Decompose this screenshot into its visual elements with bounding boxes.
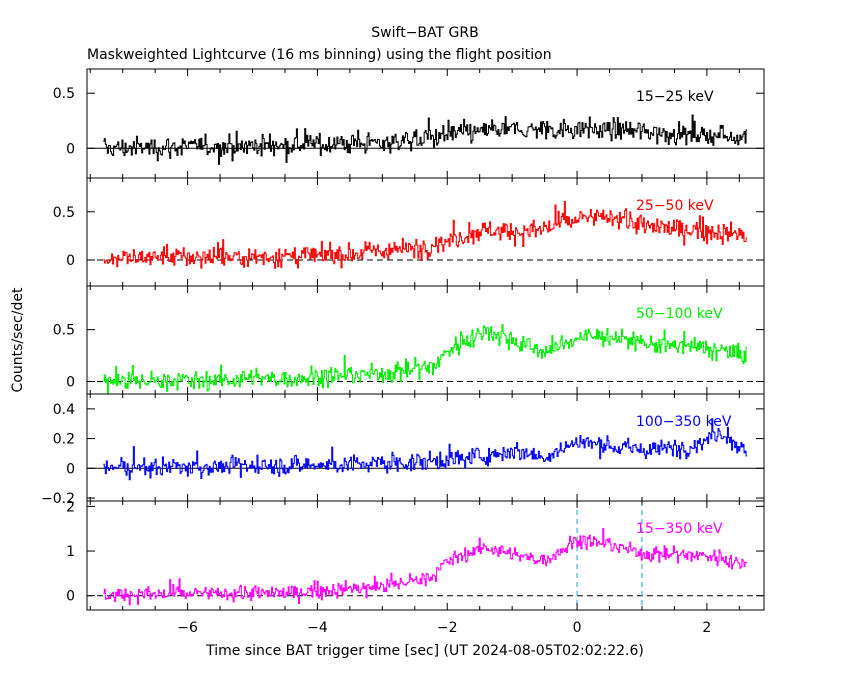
x-tick-label: 2 [702,620,711,636]
y-tick-label: 2 [66,499,75,515]
x-tick-label: −4 [307,620,328,636]
chart-subtitle: Maskweighted Lightcurve (16 ms binning) … [87,47,552,63]
y-tick-label: 0 [66,589,75,605]
band-label: 15−350 keV [636,521,723,537]
y-tick-label: 0 [66,375,75,391]
y-tick-label: 0.4 [53,402,75,418]
y-tick-label: 0.5 [53,205,75,221]
x-tick-label: −6 [177,620,198,636]
y-axis-label: Counts/sec/det [10,287,26,392]
lightcurve-series [103,419,748,481]
panel-4: −0.2 0 0.2 0.4 100−350 keV [41,393,765,507]
band-label: 50−100 keV [636,306,723,322]
y-tick-label: 0 [66,461,75,477]
y-tick-label: 0.5 [53,323,75,339]
y-tick-label: 0 [66,141,75,157]
panel-frame [86,177,765,287]
lightcurve-series [103,528,748,606]
y-tick-label: 0.5 [53,86,75,102]
panels-group: 0 0.5 15−25 keV 0 0.5 25−50 keV 0 0.5 50−100 keV… [41,68,765,636]
lightcurve-series [103,324,748,394]
panel-frame [86,500,765,611]
x-axis-label: Time since BAT trigger time [sec] (UT 20… [205,643,644,659]
band-label: 25−50 keV [636,198,714,214]
band-label: 15−25 keV [636,89,714,105]
lightcurve-series [103,201,748,269]
chart-title: Swift−BAT GRB [371,25,478,41]
panel-1: 0 0.5 15−25 keV [53,68,765,179]
y-tick-label: 1 [66,544,75,560]
panel-3: 0 0.5 50−100 keV [53,285,765,395]
y-tick-label: 0 [66,253,75,269]
panel-2: 0 0.5 25−50 keV [53,177,765,287]
panel-frame [86,68,765,179]
band-label: 100−350 keV [636,414,732,430]
x-tick-label: −2 [437,620,458,636]
y-tick-label: 0.2 [53,432,75,448]
y-tick-label: −0.2 [41,491,75,507]
x-tick-label: 0 [573,620,582,636]
panel-5: 0 1 2 15−350 keV [66,499,765,611]
lightcurve-series [103,114,748,165]
